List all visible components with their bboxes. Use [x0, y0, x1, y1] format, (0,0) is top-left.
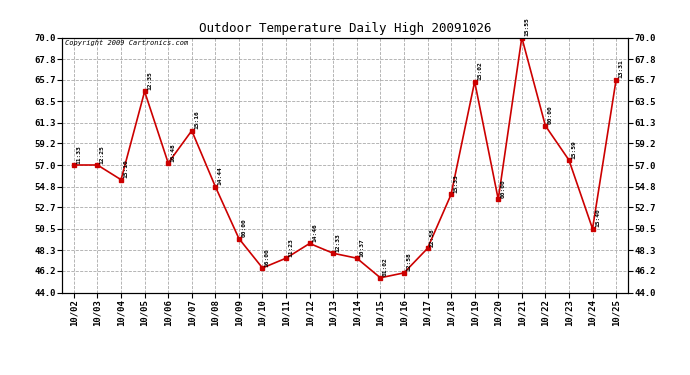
Text: 14:44: 14:44: [217, 166, 223, 185]
Text: 00:00: 00:00: [241, 218, 246, 237]
Text: 00:00: 00:00: [500, 179, 506, 198]
Text: 15:10: 15:10: [124, 159, 128, 178]
Text: 12:58: 12:58: [406, 253, 411, 272]
Text: 12:35: 12:35: [147, 71, 152, 90]
Text: 01:02: 01:02: [383, 258, 388, 276]
Text: 14:46: 14:46: [312, 223, 317, 242]
Text: 16:00: 16:00: [265, 248, 270, 267]
Text: Copyright 2009 Cartronics.com: Copyright 2009 Cartronics.com: [65, 40, 188, 46]
Text: 22:58: 22:58: [430, 228, 435, 247]
Text: 12:33: 12:33: [335, 233, 341, 252]
Title: Outdoor Temperature Daily High 20091026: Outdoor Temperature Daily High 20091026: [199, 22, 491, 35]
Text: 15:55: 15:55: [524, 17, 529, 36]
Text: 15:02: 15:02: [477, 62, 482, 80]
Text: 15:59: 15:59: [571, 140, 576, 159]
Text: 00:00: 00:00: [548, 105, 553, 124]
Text: 11:33: 11:33: [76, 145, 81, 164]
Text: 16:48: 16:48: [170, 143, 175, 162]
Text: 13:31: 13:31: [618, 60, 624, 78]
Text: 11:23: 11:23: [288, 238, 293, 257]
Text: 15:33: 15:33: [453, 174, 458, 193]
Text: 10:37: 10:37: [359, 238, 364, 257]
Text: 12:25: 12:25: [100, 145, 105, 164]
Text: 15:40: 15:40: [595, 209, 600, 227]
Text: 15:16: 15:16: [194, 111, 199, 129]
